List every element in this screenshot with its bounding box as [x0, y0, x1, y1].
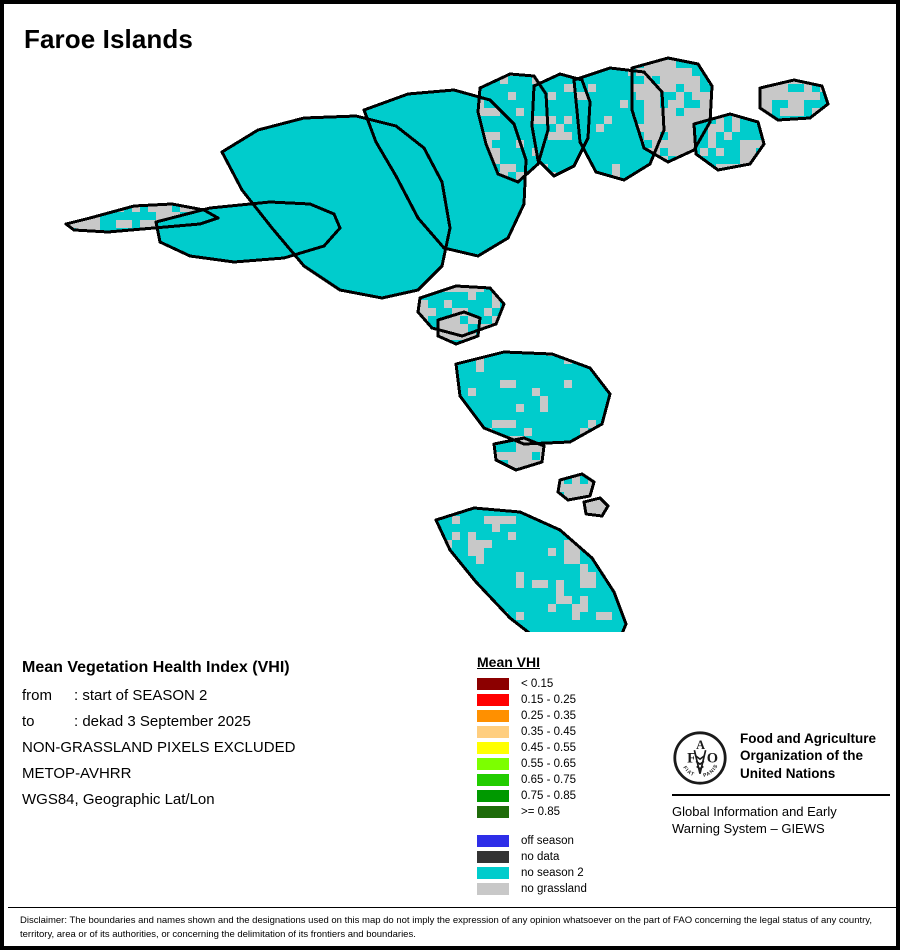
legend-swatch — [477, 790, 509, 802]
svg-text:F: F — [687, 750, 696, 766]
metadata-from-key: from — [22, 687, 52, 704]
legend-swatch — [477, 678, 509, 690]
metadata-to-key: to — [22, 713, 35, 730]
legend-swatch — [477, 883, 509, 895]
legend-row[interactable]: no data — [474, 849, 654, 865]
island-outline-fugloy — [758, 78, 830, 122]
legend-label: 0.55 - 0.65 — [521, 758, 576, 770]
island-outline-kalsoy — [476, 72, 550, 184]
fao-organization-name: Food and Agriculture Organization of the… — [740, 730, 876, 782]
metadata-projection: WGS84, Geographic Lat/Lon — [22, 791, 215, 808]
legend-title: Mean VHI — [477, 654, 541, 670]
legend-label: no grassland — [521, 883, 587, 895]
island-outline-vidoy — [630, 56, 714, 164]
island-fugloy — [760, 80, 828, 120]
metadata-to-row: to : dekad 3 September 2025 — [22, 713, 452, 730]
island-outline-layer — [64, 56, 830, 632]
legend-swatch — [477, 758, 509, 770]
legend-spacer — [474, 820, 654, 833]
island-outline-eysturoy — [362, 88, 528, 258]
metadata-sensor: METOP-AVHRR — [22, 765, 132, 782]
giews-name: Global Information and Early Warning Sys… — [672, 804, 890, 838]
legend-label: 0.75 - 0.85 — [521, 790, 576, 802]
island-sandoy — [456, 352, 610, 444]
legend-row[interactable]: 0.45 - 0.55 — [474, 740, 654, 756]
giews-line1: Global Information and Early — [672, 804, 837, 819]
legend-row[interactable]: off season — [474, 833, 654, 849]
legend-label: 0.15 - 0.25 — [521, 694, 576, 706]
legend-label: no data — [521, 851, 560, 863]
legend-label: >= 0.85 — [521, 806, 561, 818]
metadata-to-value: : dekad 3 September 2025 — [74, 713, 251, 730]
legend-swatch — [477, 710, 509, 722]
fao-name-line2: Organization of the — [740, 748, 863, 764]
legend-row[interactable]: < 0.15 — [474, 676, 654, 692]
metadata-from-row: from : start of SEASON 2 — [22, 687, 452, 704]
legend-row[interactable]: 0.75 - 0.85 — [474, 788, 654, 804]
island-outline-kunoy — [530, 72, 592, 178]
metadata-from-value: : start of SEASON 2 — [74, 687, 208, 704]
fao-branding: F A O FIAT PANIS Food and — [672, 730, 890, 838]
island-outline-svinoy — [692, 112, 766, 172]
legend-row[interactable]: >= 0.85 — [474, 804, 654, 820]
legend-row[interactable]: no season 2 — [474, 865, 654, 881]
island-outline-suduroy — [434, 506, 628, 632]
island-outline-skuvoy — [492, 436, 546, 472]
legend-label: < 0.15 — [521, 678, 554, 690]
legend-row[interactable]: 0.15 - 0.25 — [474, 692, 654, 708]
raster-layer — [66, 58, 828, 632]
legend-row[interactable]: 0.65 - 0.75 — [474, 772, 654, 788]
map-svg — [64, 56, 830, 632]
fao-divider — [672, 794, 890, 796]
legend-swatch — [477, 835, 509, 847]
disclaimer-divider — [8, 907, 896, 908]
disclaimer-text: Disclaimer: The boundaries and names sho… — [20, 915, 872, 940]
fao-name-line3: United Nations — [740, 765, 836, 781]
legend-label: no season 2 — [521, 867, 584, 879]
svg-text:O: O — [707, 750, 718, 766]
metadata-pixels: NON-GRASSLAND PIXELS EXCLUDED — [22, 739, 296, 756]
island-outline-sandoy — [454, 350, 612, 446]
island-outline-litla_dimun — [582, 496, 610, 518]
legend-label: 0.25 - 0.35 — [521, 710, 576, 722]
island-outline-nolsoy — [416, 284, 506, 338]
legend-swatch — [477, 774, 509, 786]
island-outline-bordoy — [572, 66, 666, 182]
legend-row[interactable]: 0.55 - 0.65 — [474, 756, 654, 772]
fao-name-line1: Food and Agriculture — [740, 731, 876, 746]
island-outline-vagar — [154, 200, 342, 264]
fao-logo-icon: F A O FIAT PANIS — [672, 730, 728, 786]
legend-row[interactable]: 0.25 - 0.35 — [474, 708, 654, 724]
fao-header: F A O FIAT PANIS Food and — [672, 730, 890, 786]
legend-swatch — [477, 726, 509, 738]
legend-special-list: off season no data no season 2 no grassland — [474, 833, 654, 897]
legend-swatch — [477, 806, 509, 818]
legend-swatch — [477, 867, 509, 879]
legend-label: 0.35 - 0.45 — [521, 726, 576, 738]
metadata-heading: Mean Vegetation Health Index (VHI) — [22, 659, 290, 676]
map-metadata: Mean Vegetation Health Index (VHI) from:… — [22, 659, 452, 817]
map-canvas[interactable] — [4, 52, 896, 632]
legend-swatch — [477, 694, 509, 706]
legend-label: off season — [521, 835, 574, 847]
legend-row[interactable]: 0.35 - 0.45 — [474, 724, 654, 740]
island-outline-hestur — [436, 310, 482, 346]
legend-class-list: < 0.15 0.15 - 0.25 0.25 - 0.35 0.35 - 0.45 0… — [474, 676, 654, 820]
giews-line2: Warning System – GIEWS — [672, 820, 825, 836]
legend-label: 0.45 - 0.55 — [521, 742, 576, 754]
page-title: Faroe Islands — [24, 24, 193, 54]
legend-swatch — [477, 851, 509, 863]
island-outline-mykines — [64, 202, 220, 234]
island-outline-stora_dimun — [556, 472, 596, 502]
legend: Mean VHI < 0.15 0.15 - 0.25 0.25 - 0.35 0.3… — [474, 654, 654, 897]
legend-swatch — [477, 742, 509, 754]
legend-label: 0.65 - 0.75 — [521, 774, 576, 786]
legend-row[interactable]: no grassland — [474, 881, 654, 897]
svg-text:A: A — [696, 738, 705, 752]
